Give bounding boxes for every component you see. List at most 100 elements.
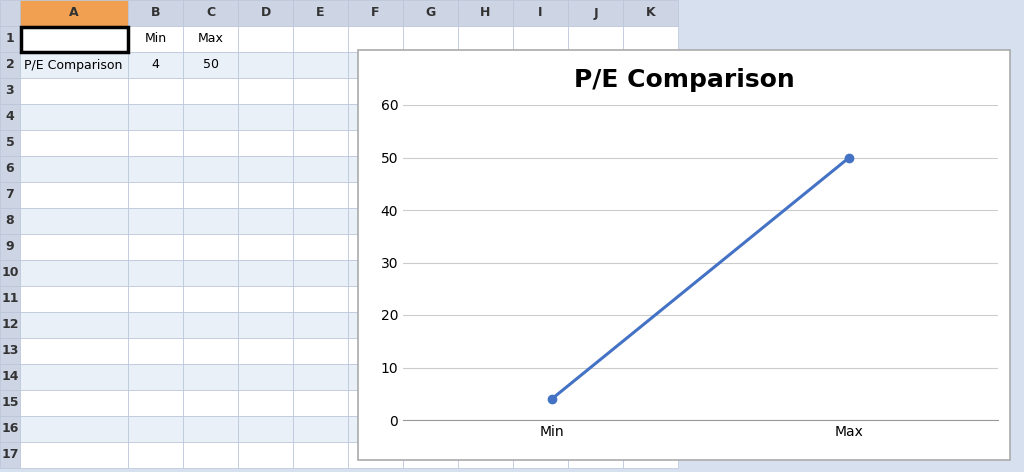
Bar — [238, 208, 293, 234]
Bar — [458, 78, 513, 104]
Text: G: G — [425, 7, 435, 19]
Bar — [623, 442, 678, 468]
Bar — [458, 0, 513, 26]
Bar — [348, 234, 403, 260]
Bar — [513, 338, 568, 364]
Bar — [20, 364, 128, 390]
Bar — [403, 52, 458, 78]
Text: 4: 4 — [152, 59, 160, 71]
Bar — [623, 156, 678, 182]
Bar — [183, 338, 238, 364]
Bar — [348, 182, 403, 208]
Bar — [20, 78, 128, 104]
Bar — [513, 52, 568, 78]
Bar — [293, 390, 348, 416]
Bar — [293, 182, 348, 208]
Bar — [128, 260, 183, 286]
Bar — [20, 442, 128, 468]
Bar — [183, 26, 238, 52]
Bar — [183, 442, 238, 468]
Bar — [238, 364, 293, 390]
Bar — [458, 26, 513, 52]
Text: I: I — [539, 7, 543, 19]
Bar — [513, 78, 568, 104]
Bar — [238, 104, 293, 130]
Bar — [348, 208, 403, 234]
Bar — [128, 208, 183, 234]
Text: A: A — [70, 7, 79, 19]
Bar — [238, 442, 293, 468]
Bar — [458, 260, 513, 286]
Bar — [20, 130, 128, 156]
Bar — [623, 390, 678, 416]
Bar — [403, 234, 458, 260]
Bar — [183, 104, 238, 130]
Bar — [568, 234, 623, 260]
Bar — [183, 130, 238, 156]
Bar — [568, 208, 623, 234]
Bar — [293, 156, 348, 182]
Bar — [458, 182, 513, 208]
Bar — [20, 260, 128, 286]
Bar — [128, 104, 183, 130]
Bar — [128, 442, 183, 468]
Bar — [623, 312, 678, 338]
Bar — [20, 416, 128, 442]
Text: P/E Comparison: P/E Comparison — [24, 59, 123, 71]
Bar — [238, 130, 293, 156]
Text: 6: 6 — [6, 162, 14, 176]
Bar — [348, 416, 403, 442]
Bar — [348, 130, 403, 156]
Bar — [293, 234, 348, 260]
Bar — [403, 416, 458, 442]
Bar — [0, 364, 20, 390]
Bar — [128, 286, 183, 312]
Bar — [20, 234, 128, 260]
Bar — [623, 26, 678, 52]
Bar — [20, 208, 128, 234]
Bar — [183, 0, 238, 26]
Bar — [128, 78, 183, 104]
Bar — [568, 130, 623, 156]
Bar — [0, 182, 20, 208]
Text: 7: 7 — [5, 188, 14, 202]
Bar — [623, 286, 678, 312]
Text: Min: Min — [144, 33, 167, 45]
Bar — [568, 78, 623, 104]
Bar — [403, 182, 458, 208]
Bar — [348, 52, 403, 78]
Bar — [623, 182, 678, 208]
Bar — [403, 286, 458, 312]
Bar — [0, 26, 20, 52]
Bar — [623, 0, 678, 26]
Bar — [183, 286, 238, 312]
Text: 16: 16 — [1, 422, 18, 436]
Bar — [568, 312, 623, 338]
Bar — [128, 416, 183, 442]
Bar — [403, 390, 458, 416]
Bar — [238, 234, 293, 260]
Bar — [403, 312, 458, 338]
Bar — [403, 260, 458, 286]
Bar — [20, 286, 128, 312]
Bar — [348, 338, 403, 364]
Bar — [348, 260, 403, 286]
Bar — [293, 442, 348, 468]
Bar — [20, 312, 128, 338]
Bar — [568, 286, 623, 312]
Bar — [513, 364, 568, 390]
Bar — [293, 364, 348, 390]
Bar — [358, 50, 1010, 460]
Bar — [128, 182, 183, 208]
Text: H: H — [480, 7, 490, 19]
Text: 4: 4 — [5, 110, 14, 124]
Bar — [348, 312, 403, 338]
Text: 17: 17 — [1, 448, 18, 462]
Bar — [403, 208, 458, 234]
Bar — [183, 234, 238, 260]
Bar — [403, 156, 458, 182]
Bar — [513, 0, 568, 26]
Bar — [623, 208, 678, 234]
Bar — [20, 390, 128, 416]
Bar — [348, 0, 403, 26]
